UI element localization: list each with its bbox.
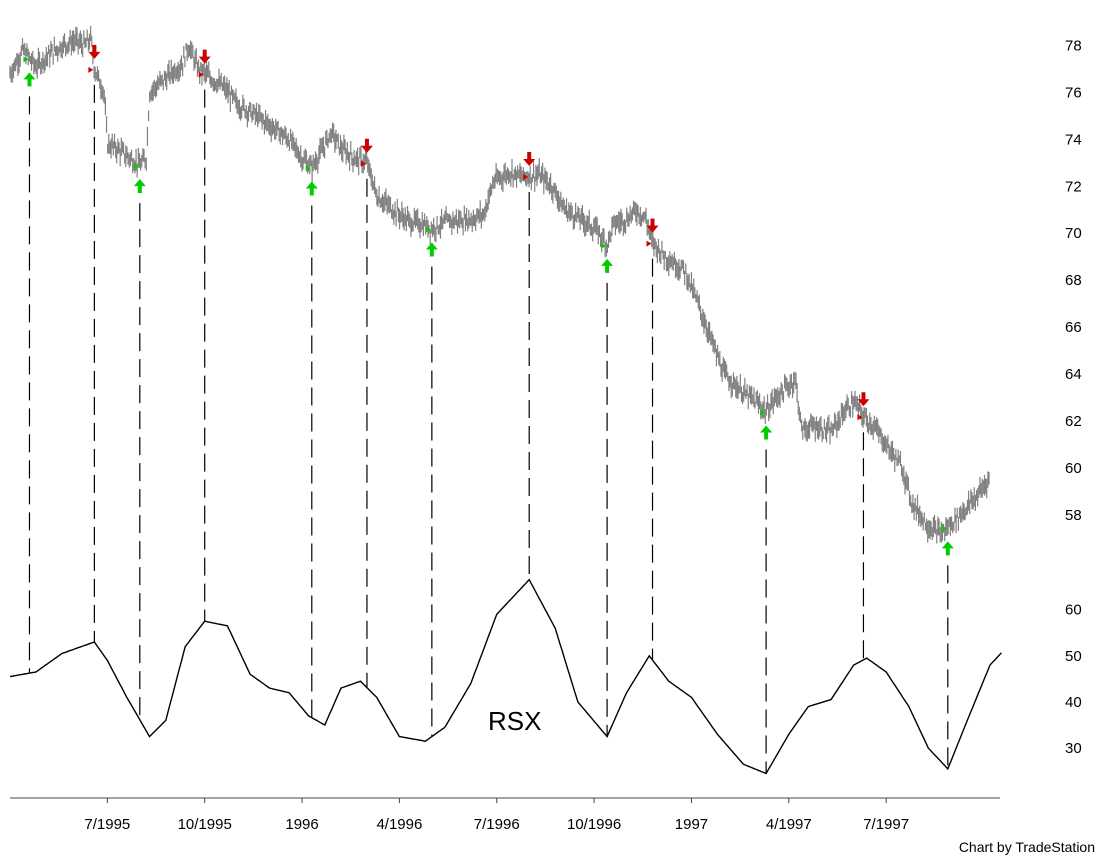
x-tick-label: 4/1996	[376, 816, 422, 833]
buy-arrow-icon	[601, 258, 614, 273]
x-tick-label: 10/1995	[178, 816, 232, 833]
y-tick-label: 70	[1065, 225, 1082, 242]
chart-credit: Chart by TradeStation	[959, 839, 1095, 855]
sell-arrow-icon	[198, 49, 211, 64]
y-tick-label: 64	[1065, 366, 1082, 383]
entry-flag-icon	[305, 165, 311, 172]
buy-arrow-icon	[760, 425, 773, 440]
buy-arrow-icon	[23, 72, 36, 87]
sell-arrow-icon	[857, 392, 870, 407]
indicator-label: RSX	[488, 706, 541, 736]
sell-arrow-icon	[360, 138, 373, 153]
exit-flag-icon	[857, 414, 863, 421]
y-tick-label: 66	[1065, 319, 1082, 336]
y-tick-label: 62	[1065, 413, 1082, 430]
y-axis-ticks: 58 60 62 64 66 68 70 72 74 76 78 30 40 50 60	[1065, 37, 1082, 757]
y-tick-label: 60	[1065, 460, 1082, 477]
x-tick-label: 7/1996	[474, 816, 520, 833]
entry-flag-icon	[425, 226, 431, 233]
y-tick-label: 40	[1065, 694, 1082, 711]
x-tick-label: 10/1996	[567, 816, 621, 833]
y-tick-label: 76	[1065, 84, 1082, 101]
y-tick-label: 72	[1065, 178, 1082, 195]
price-series	[9, 25, 990, 544]
sell-arrow-icon	[88, 44, 101, 59]
exit-flag-icon	[198, 71, 204, 78]
x-tick-label: 1997	[675, 816, 708, 833]
sell-arrow-icon	[646, 218, 659, 233]
y-tick-label: 74	[1065, 131, 1082, 148]
exit-flag-icon	[88, 66, 94, 73]
x-tick-label: 7/1997	[863, 816, 909, 833]
x-tick-label: 1996	[285, 816, 318, 833]
y-tick-label: 78	[1065, 37, 1082, 54]
signal-markers	[23, 44, 954, 556]
entry-flag-icon	[23, 56, 29, 63]
exit-flag-icon	[523, 173, 529, 180]
exit-flag-icon	[646, 240, 652, 247]
y-tick-label: 50	[1065, 648, 1082, 665]
exit-flag-icon	[360, 160, 366, 167]
buy-arrow-icon	[133, 179, 146, 194]
x-axis-ticks: 7/1995 10/1995 1996 4/1996 7/1996 10/1996 1997…	[84, 798, 909, 833]
x-tick-label: 4/1997	[766, 816, 812, 833]
buy-arrow-icon	[425, 242, 438, 257]
y-tick-label: 58	[1065, 507, 1082, 524]
entry-flag-icon	[601, 242, 607, 249]
rsx-series	[9, 578, 1002, 775]
entry-flag-icon	[133, 163, 139, 170]
y-tick-label: 60	[1065, 602, 1082, 619]
sell-arrow-icon	[523, 151, 536, 166]
y-tick-label: 68	[1065, 272, 1082, 289]
signal-dashed-lines	[28, 84, 949, 774]
entry-flag-icon	[941, 525, 947, 532]
buy-arrow-icon	[305, 181, 318, 196]
x-tick-label: 7/1995	[84, 816, 130, 833]
buy-arrow-icon	[941, 541, 954, 556]
entry-flag-icon	[760, 409, 766, 416]
rsx-line	[9, 578, 1002, 775]
y-tick-label: 30	[1065, 740, 1082, 757]
